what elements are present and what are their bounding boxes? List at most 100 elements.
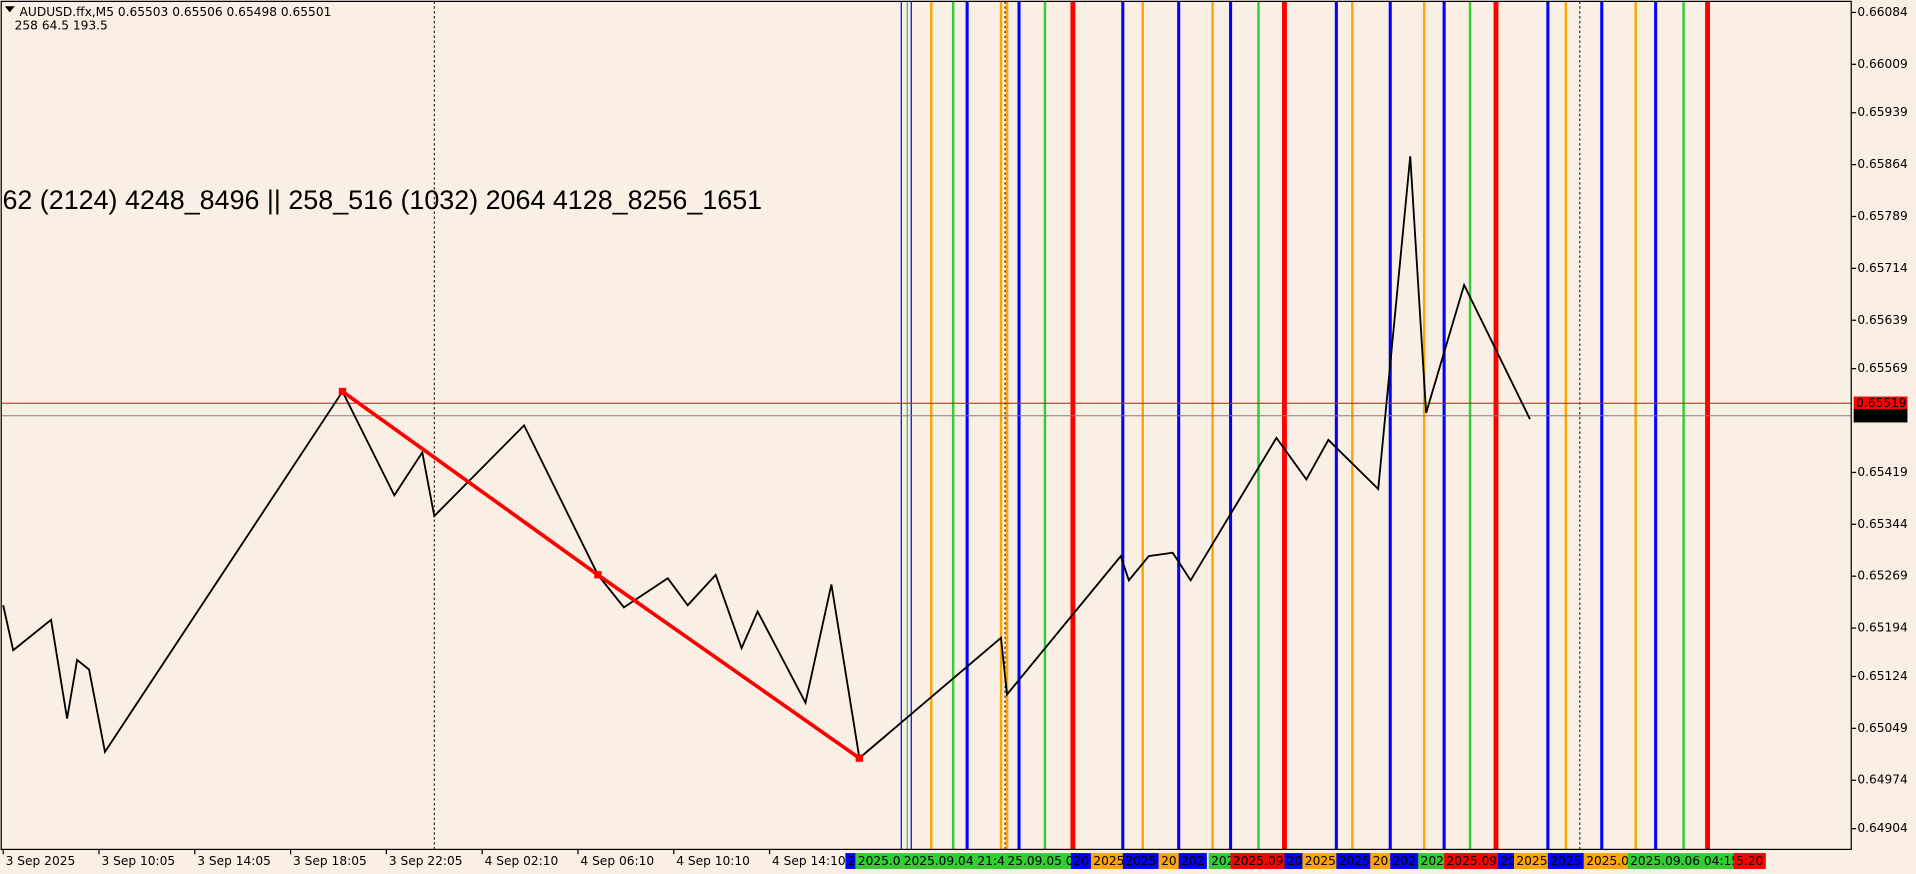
y-tick-label: 0.65124 [1857,669,1908,683]
time-tag-label: 2025 [1305,854,1336,868]
marks [2,156,1531,762]
time-tag-label: 2025 [1339,854,1370,868]
time-tag-box [1336,853,1373,869]
time-tag-label: 2025 [1093,854,1124,868]
time-tag-box [1733,853,1766,869]
time-tag-box [1390,853,1419,869]
x-tick-label: 4 Sep 06:10 [580,854,654,868]
labels: 0.66084 0.66009 0.65939 0.65864 0.65789 0.657… [2,5,1908,869]
zigzag-point [855,754,864,762]
time-tag: 2025 [1547,853,1584,869]
time-tag-box [1627,853,1742,869]
x-tick-label: 3 Sep 2025 [6,854,76,868]
time-tag-box [1178,853,1207,869]
menu-arrow[interactable] [4,6,15,13]
price-label-box [1853,396,1908,410]
time-tag-label: 2025.09.06 04:15 [1630,854,1739,868]
time-tag: 25.09.05 0 [1005,853,1076,869]
time-tag: 20 [1497,853,1519,869]
zigzag-line [2,156,1531,760]
time-tag: 2025 [1090,853,1127,869]
time-tag-box [1122,853,1159,869]
x-tick-label: 3 Sep 14:05 [197,854,271,868]
time-tag: 2025.09. [1444,853,1504,869]
y-tick-label: 0.65049 [1857,721,1907,735]
time-tag: 202 [1390,853,1419,869]
time-tag: 202 [1178,853,1207,869]
y-tick-label: 0.65789 [1857,209,1907,223]
time-tag-label: 20 [1373,854,1389,868]
time-tag: 2025 [1302,853,1339,869]
time-tag: 20 [1284,853,1305,869]
time-tag-label: 2 [848,854,856,868]
time-tag: 2025.09 [1230,853,1286,869]
time-tag: 2025.09.04 21:45 [901,853,1016,869]
time-tag-label: 20 [1161,854,1177,868]
y-tick-label: 0.65269 [1857,569,1907,583]
annotation: 62 (2124) 4248_8496 || 258_516 (1032) 20… [2,185,762,215]
time-tag: 2025.09.06 04:15 [1627,853,1742,869]
x-tick-label: 4 Sep 14:10 [772,854,846,868]
time-tag-label: 20 [1500,854,1516,868]
time-tag: 2025.0 [1583,853,1632,869]
x-tick-label: 4 Sep 02:10 [485,854,559,868]
time-tag-label: 2025.09.04 21:45 [904,854,1013,868]
time-tag: 20 [1370,853,1391,869]
time-tag: 202 [1208,853,1237,869]
time-tag-box [855,853,903,869]
y-tick-label: 0.65569 [1857,361,1907,375]
time-tag: 2025 [1122,853,1159,869]
y-tick-label: 0.65714 [1857,261,1908,275]
time-tag: 2025 [1336,853,1373,869]
time-tag-box [1284,853,1305,869]
time-tag-box [1513,853,1550,869]
plot-frame [0,0,1852,851]
price-label: 0.65519 [1856,396,1906,410]
time-tag: 202 [1418,853,1447,869]
time-tag-label: 20 [1073,854,1089,868]
y-tick-label: 0.65939 [1857,105,1907,119]
y-tick-label: 0.64904 [1857,821,1908,835]
time-tag-label: 25.09.05 0 [1008,854,1074,868]
time-tag-label: 202 [1393,854,1416,868]
y-tick-label: 0.65864 [1857,157,1908,171]
time-tag-label: 202 [1181,854,1204,868]
y-tick-label: 0.65344 [1857,517,1908,531]
time-tag: 20 [1158,853,1180,869]
time-tag-box [845,853,859,869]
time-tag-box [1583,853,1632,869]
price-label-box [1853,408,1908,423]
time-tag: 20 [1070,853,1092,869]
time-tag-box [1208,853,1237,869]
time-tag: 2025.0 [855,853,903,869]
time-tag-box [1444,853,1504,869]
time-tag-label: 2025 [1516,854,1547,868]
time-tag-label: 2025.09. [1447,854,1501,868]
subheader: 258 64.5 193.5 [15,18,108,32]
grid [1,1,1852,850]
time-tag-label: 5:20 [1736,854,1763,868]
time-tag-box [1090,853,1127,869]
x-tick-label: 3 Sep 10:05 [101,854,175,868]
time-tag-label: 202 [1421,854,1444,868]
time-tag-box [901,853,1016,869]
zigzag-point [594,571,602,579]
time-tag-box [1302,853,1339,869]
time-tag-label: 2025 [1125,854,1156,868]
time-tag-box [1158,853,1180,869]
y-tick-label: 0.64974 [1857,773,1908,787]
x-tick-label: 3 Sep 22:05 [389,854,463,868]
time-tag-box [1230,853,1286,869]
time-tag-label: 2025 [1550,854,1581,868]
time-tag-box [1005,853,1076,869]
y-tick-label: 0.65194 [1857,621,1908,635]
time-tag-label: 202 [1211,854,1234,868]
y-tick-label: 0.65639 [1857,313,1907,327]
time-tag: 5:20 [1733,853,1766,869]
y-tick-label: 0.65419 [1857,465,1907,479]
time-tag-box [1547,853,1584,869]
vertical-lines [900,1,1710,850]
